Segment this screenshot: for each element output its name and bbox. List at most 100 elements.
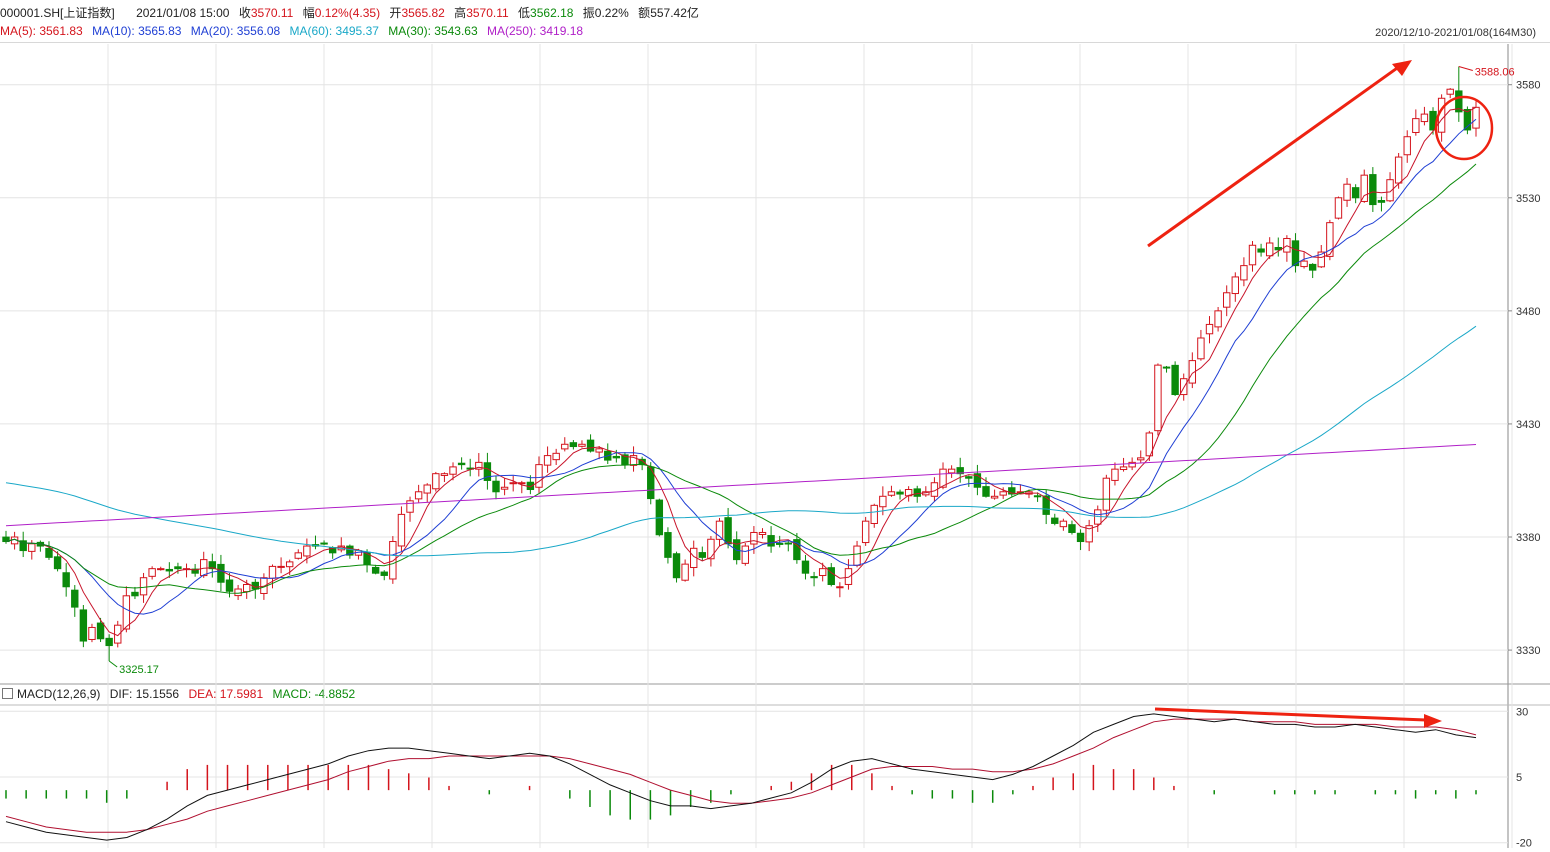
candle-body <box>1317 251 1325 268</box>
amp-label: 振 <box>582 6 595 20</box>
candle-body <box>1223 292 1231 308</box>
ma30-legend: MA(30): 3543.63 <box>388 24 478 38</box>
highlight-circle <box>1434 95 1494 161</box>
candle-body <box>741 545 749 564</box>
candle-body <box>1291 240 1300 267</box>
amount-value: 557.42亿 <box>650 6 699 20</box>
candle-body <box>1446 88 1454 95</box>
candle-body <box>1128 461 1136 468</box>
candle-body <box>1326 222 1334 257</box>
candle-body <box>1455 90 1463 113</box>
candle-body <box>19 540 27 552</box>
candle-body <box>767 535 775 547</box>
candle-body <box>1257 248 1265 253</box>
candle-body <box>1042 495 1050 515</box>
candle-body <box>96 622 105 640</box>
candle-body <box>1214 310 1222 328</box>
datetime-label: 2021/01/08 15:00 <box>136 6 230 20</box>
trend-arrow-head <box>1392 60 1412 76</box>
candle-body <box>277 565 285 568</box>
candle-body <box>853 545 861 566</box>
quote-info-bar: 000001.SH[上证指数] 2021/01/08 15:00 收3570.1… <box>0 4 705 22</box>
candle-body <box>1076 532 1085 543</box>
candle-body <box>234 588 242 597</box>
candle-body <box>879 495 887 508</box>
candle-body <box>1463 108 1472 131</box>
amp-value: 0.22% <box>594 6 629 20</box>
candle-body <box>1343 183 1351 201</box>
candle-body <box>62 572 70 588</box>
candle-body <box>2 536 10 543</box>
date-range-label: 2020/12/10-2021/01/08(164M30) <box>1375 27 1536 39</box>
macd-tick-label: 30 <box>1516 706 1528 718</box>
candle-body <box>363 552 371 565</box>
candle-body <box>1085 525 1093 543</box>
candle-body <box>1369 174 1377 206</box>
open-label: 开 <box>389 6 402 20</box>
candle-body <box>698 552 707 558</box>
macd-tick-label: 5 <box>1516 772 1522 784</box>
ma10-legend: MA(10): 3565.83 <box>92 24 182 38</box>
ma10-line <box>5 118 1477 615</box>
candle-body <box>139 577 148 596</box>
macd-settings-icon[interactable] <box>2 688 13 699</box>
candle-body <box>965 476 973 479</box>
macd-value: MACD: -4.8852 <box>272 687 356 701</box>
candle-body <box>810 576 818 579</box>
candle-body <box>174 566 182 570</box>
price-tick-label: 3430 <box>1516 419 1540 431</box>
ma-legend: MA(5): 3561.83 MA(10): 3565.83 MA(20): 3… <box>0 24 589 40</box>
candle-body <box>1180 378 1188 396</box>
low-label: 低 <box>518 6 531 20</box>
candle-body <box>423 484 431 494</box>
candle-body <box>999 491 1007 496</box>
candle-body <box>664 532 672 558</box>
candle-body <box>217 563 225 583</box>
dea-line <box>5 718 1477 833</box>
candle-body <box>1351 187 1360 199</box>
candle-body <box>414 491 423 500</box>
close-value: 3570.11 <box>250 6 294 20</box>
candle-body <box>793 539 801 561</box>
candle-body <box>956 467 964 475</box>
candle-body <box>939 468 947 488</box>
candle-body <box>1008 487 1016 495</box>
candle-body <box>672 553 681 579</box>
candle-body <box>818 568 827 577</box>
candle-body <box>148 568 156 577</box>
macd-legend: MACD(12,26,9) DIF: 15.1556 DEA: 17.5981 … <box>0 687 361 703</box>
low-marker-label: 3325.17 <box>119 664 159 676</box>
ma60-legend: MA(60): 3495.37 <box>289 24 379 38</box>
candle-body <box>724 517 732 545</box>
candle-body <box>449 466 457 475</box>
candle-body <box>543 455 552 466</box>
candle-body <box>870 504 878 524</box>
candle-body <box>191 568 199 574</box>
candle-body <box>1137 457 1145 461</box>
candle-body <box>1068 524 1076 533</box>
ma5-line <box>5 106 1477 637</box>
candle-body <box>268 565 277 579</box>
candle-body <box>535 464 543 488</box>
ma250-legend: MA(250): 3419.18 <box>487 24 584 38</box>
candle-body <box>243 583 251 593</box>
candle-body <box>612 455 621 459</box>
candle-body <box>165 568 174 572</box>
candle-body <box>1308 263 1317 271</box>
candle-body <box>844 568 853 585</box>
candle-body <box>440 473 449 476</box>
price-tick-label: 3580 <box>1516 80 1540 92</box>
candle-body <box>122 595 131 630</box>
candle-body <box>53 556 62 570</box>
candle-body <box>595 448 603 453</box>
candle-body <box>71 589 79 608</box>
candle-body <box>371 566 380 574</box>
candle-body <box>827 567 835 585</box>
price-tick-label: 3480 <box>1516 306 1540 318</box>
candle-body <box>896 491 904 495</box>
ma20-legend: MA(20): 3556.08 <box>190 24 281 38</box>
high-label: 高 <box>454 6 467 20</box>
candle-body <box>492 480 500 493</box>
candle-body <box>200 559 208 577</box>
